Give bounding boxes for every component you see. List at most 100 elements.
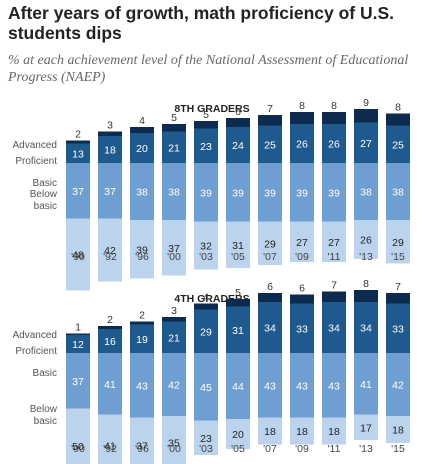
value-label-below-basic: 18 — [392, 425, 404, 437]
bar-proficient — [258, 302, 282, 353]
value-label-proficient: 18 — [104, 145, 116, 157]
bar-basic — [290, 353, 314, 418]
bar-group: 7 25 39 29'07 — [258, 103, 282, 265]
bar-basic — [130, 163, 154, 220]
value-label-below-basic: 39 — [136, 244, 148, 256]
bar-basic — [130, 353, 154, 418]
bar-basic — [98, 353, 122, 415]
value-label-proficient: 33 — [296, 323, 308, 335]
value-label-basic: 39 — [232, 187, 244, 199]
bar-advanced — [194, 303, 218, 310]
level-label-advanced: Advanced — [13, 330, 57, 341]
x-tick-label: '13 — [359, 251, 373, 263]
x-tick-label: '09 — [295, 251, 309, 263]
bar-below-basic — [290, 221, 314, 262]
chart-headline: After years of growth, math proficiency … — [8, 3, 395, 43]
bar-below-basic — [226, 221, 250, 268]
value-label-advanced: 7 — [331, 280, 337, 292]
bar-group: 5 21 38 37'00 — [162, 112, 186, 276]
x-tick-label: '15 — [391, 251, 405, 263]
bar-advanced — [322, 112, 346, 124]
bar-proficient — [322, 124, 346, 163]
value-label-proficient: 27 — [360, 138, 372, 150]
value-label-advanced: 3 — [171, 305, 177, 317]
bar-advanced — [386, 113, 410, 126]
bar-group: 5 23 39 32'03 — [194, 109, 218, 270]
bar-group: 4 29 45 23'03 — [194, 292, 218, 455]
bar-below-basic — [194, 420, 218, 455]
value-label-below-basic: 32 — [200, 241, 212, 253]
bar-proficient — [98, 136, 122, 163]
value-label-advanced: 6 — [235, 106, 241, 118]
bar-below-basic — [322, 417, 346, 445]
bar-group: 2 13 37 48'90 — [66, 129, 90, 291]
value-label-proficient: 26 — [296, 139, 308, 151]
bar-below-basic — [322, 221, 346, 262]
value-label-below-basic: 27 — [328, 237, 340, 249]
x-tick-label: '09 — [295, 443, 309, 455]
x-tick-label: '96 — [135, 251, 149, 263]
bar-below-basic — [386, 416, 410, 443]
bar-below-basic — [66, 408, 90, 464]
bar-group: 2 19 43 37'96 — [130, 310, 154, 464]
value-label-proficient: 26 — [328, 139, 340, 151]
bar-proficient — [322, 302, 346, 353]
bar-advanced — [194, 121, 218, 129]
bar-below-basic — [258, 417, 282, 445]
x-tick-label: '92 — [103, 443, 117, 455]
bar-basic — [354, 353, 378, 415]
bar-group: 7 34 43 18 '11 — [322, 280, 346, 455]
bar-group: 7 33 42 18 '15 — [386, 281, 410, 455]
bar-below-basic — [98, 414, 122, 464]
value-label-proficient: 34 — [264, 323, 276, 335]
x-tick-label: '07 — [263, 443, 277, 455]
panel-title: 8TH GRADERS — [174, 103, 249, 115]
value-label-below-basic: 35 — [168, 437, 180, 449]
bar-proficient — [386, 125, 410, 163]
value-label-below-basic: 37 — [168, 243, 180, 255]
bar-below-basic — [354, 220, 378, 259]
value-label-below-basic: 29 — [392, 237, 404, 249]
bar-advanced — [162, 317, 186, 322]
value-label-proficient: 12 — [72, 339, 84, 351]
value-label-below-basic: 18 — [328, 426, 340, 438]
x-tick-label: '03 — [199, 251, 213, 263]
value-label-advanced: 5 — [203, 109, 209, 121]
value-label-basic: 42 — [392, 380, 404, 392]
value-label-basic: 39 — [264, 187, 276, 199]
level-label-below-basic: basic — [34, 201, 57, 212]
bar-proficient — [354, 122, 378, 163]
bar-group: 6 33 43 18 '09 — [290, 283, 314, 455]
bar-below-basic — [258, 221, 282, 265]
value-label-basic: 45 — [200, 382, 212, 394]
bar-advanced — [226, 118, 250, 127]
bar-advanced — [322, 291, 346, 302]
value-label-below-basic: 37 — [136, 440, 148, 452]
level-label-below-basic: Below — [30, 404, 58, 415]
value-label-below-basic: 17 — [360, 422, 372, 434]
value-label-proficient: 16 — [104, 336, 116, 348]
bar-group: 8 26 39 27 '09 — [290, 100, 314, 263]
value-label-basic: 43 — [328, 380, 340, 392]
value-label-basic: 39 — [200, 187, 212, 199]
chart-panel-4th: 4TH GRADERSAdvancedProficientBasicBelowb… — [13, 278, 410, 464]
value-label-advanced: 2 — [139, 310, 145, 322]
bar-advanced — [290, 294, 314, 304]
value-label-basic: 44 — [232, 381, 244, 393]
value-label-advanced: 8 — [331, 100, 337, 112]
bar-proficient — [162, 131, 186, 163]
value-label-basic: 37 — [72, 186, 84, 198]
bar-basic — [98, 163, 122, 219]
bar-group: 5 31 44 20 '05 — [226, 287, 250, 455]
bar-basic — [322, 163, 346, 222]
x-tick-label: '15 — [391, 443, 405, 455]
value-label-proficient: 29 — [200, 326, 212, 338]
x-tick-label: '90 — [71, 251, 85, 263]
level-label-advanced: Advanced — [13, 140, 57, 151]
bar-below-basic — [66, 218, 90, 291]
bar-advanced — [354, 290, 378, 302]
value-label-advanced: 2 — [75, 129, 81, 141]
value-label-basic: 38 — [360, 187, 372, 199]
